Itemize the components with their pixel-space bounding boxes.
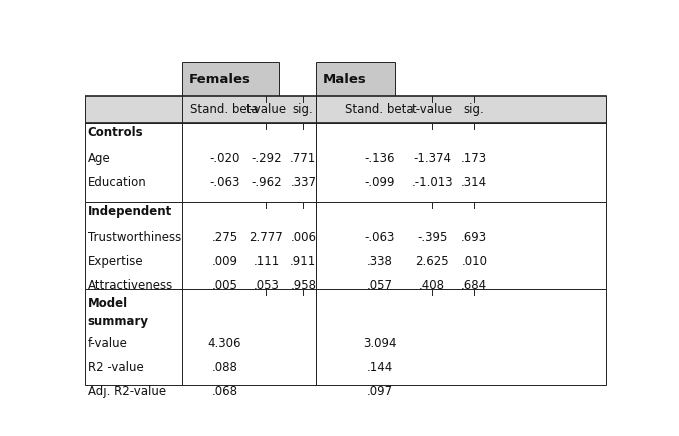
Text: Trustworthiness: Trustworthiness	[88, 231, 181, 244]
Text: .338: .338	[367, 255, 392, 268]
Text: .010: .010	[461, 255, 488, 268]
Text: 3.094: 3.094	[363, 337, 397, 350]
Text: .053: .053	[253, 279, 279, 292]
Text: -.395: -.395	[417, 231, 447, 244]
Text: .693: .693	[461, 231, 488, 244]
Bar	[85, 123, 606, 202]
Bar	[182, 62, 278, 96]
Text: 4.306: 4.306	[208, 337, 241, 350]
Text: .006: .006	[290, 231, 316, 244]
Text: -1.374: -1.374	[414, 152, 451, 165]
Bar	[85, 202, 606, 289]
Text: Model: Model	[88, 297, 128, 310]
Text: Expertise: Expertise	[88, 255, 143, 268]
Bar	[85, 96, 606, 123]
Text: Controls: Controls	[88, 126, 143, 139]
Text: .911: .911	[290, 255, 316, 268]
Text: t-value: t-value	[411, 103, 453, 116]
Text: Attractiveness: Attractiveness	[88, 279, 172, 292]
Text: .684: .684	[461, 279, 488, 292]
Text: .337: .337	[290, 176, 316, 189]
Text: f-value: f-value	[88, 337, 128, 350]
Text: Education: Education	[88, 176, 146, 189]
Text: .088: .088	[211, 361, 237, 374]
Text: -.063: -.063	[365, 231, 394, 244]
Text: Age: Age	[88, 152, 110, 165]
Text: Males: Males	[323, 73, 367, 86]
Text: .057: .057	[367, 279, 392, 292]
Text: .275: .275	[211, 231, 238, 244]
Text: Adj. R2-value: Adj. R2-value	[88, 385, 166, 398]
Text: Stand. beta: Stand. beta	[190, 103, 259, 116]
Text: Stand. beta: Stand. beta	[345, 103, 414, 116]
Text: .005: .005	[211, 279, 237, 292]
Text: .314: .314	[461, 176, 488, 189]
Text: t-value: t-value	[246, 103, 287, 116]
Text: .958: .958	[290, 279, 316, 292]
Text: .173: .173	[461, 152, 488, 165]
Text: Independent: Independent	[88, 205, 172, 218]
Text: .097: .097	[367, 385, 392, 398]
Text: .771: .771	[290, 152, 316, 165]
Text: .009: .009	[211, 255, 238, 268]
Text: .144: .144	[367, 361, 392, 374]
Text: 2.625: 2.625	[416, 255, 449, 268]
Text: .111: .111	[253, 255, 280, 268]
Text: R2 -value: R2 -value	[88, 361, 143, 374]
Text: -.063: -.063	[209, 176, 240, 189]
Text: summary: summary	[88, 315, 149, 328]
Text: 2.777: 2.777	[250, 231, 283, 244]
Text: sig.: sig.	[464, 103, 485, 116]
Bar	[85, 289, 606, 385]
Text: .-1.013: .-1.013	[411, 176, 453, 189]
Text: -.020: -.020	[209, 152, 240, 165]
Text: sig.: sig.	[293, 103, 314, 116]
Text: -.136: -.136	[365, 152, 394, 165]
Text: .408: .408	[419, 279, 445, 292]
Text: Females: Females	[189, 73, 251, 86]
Bar	[316, 62, 395, 96]
Text: -.292: -.292	[251, 152, 282, 165]
Text: .068: .068	[211, 385, 238, 398]
Text: -.099: -.099	[365, 176, 394, 189]
Text: -.962: -.962	[251, 176, 282, 189]
